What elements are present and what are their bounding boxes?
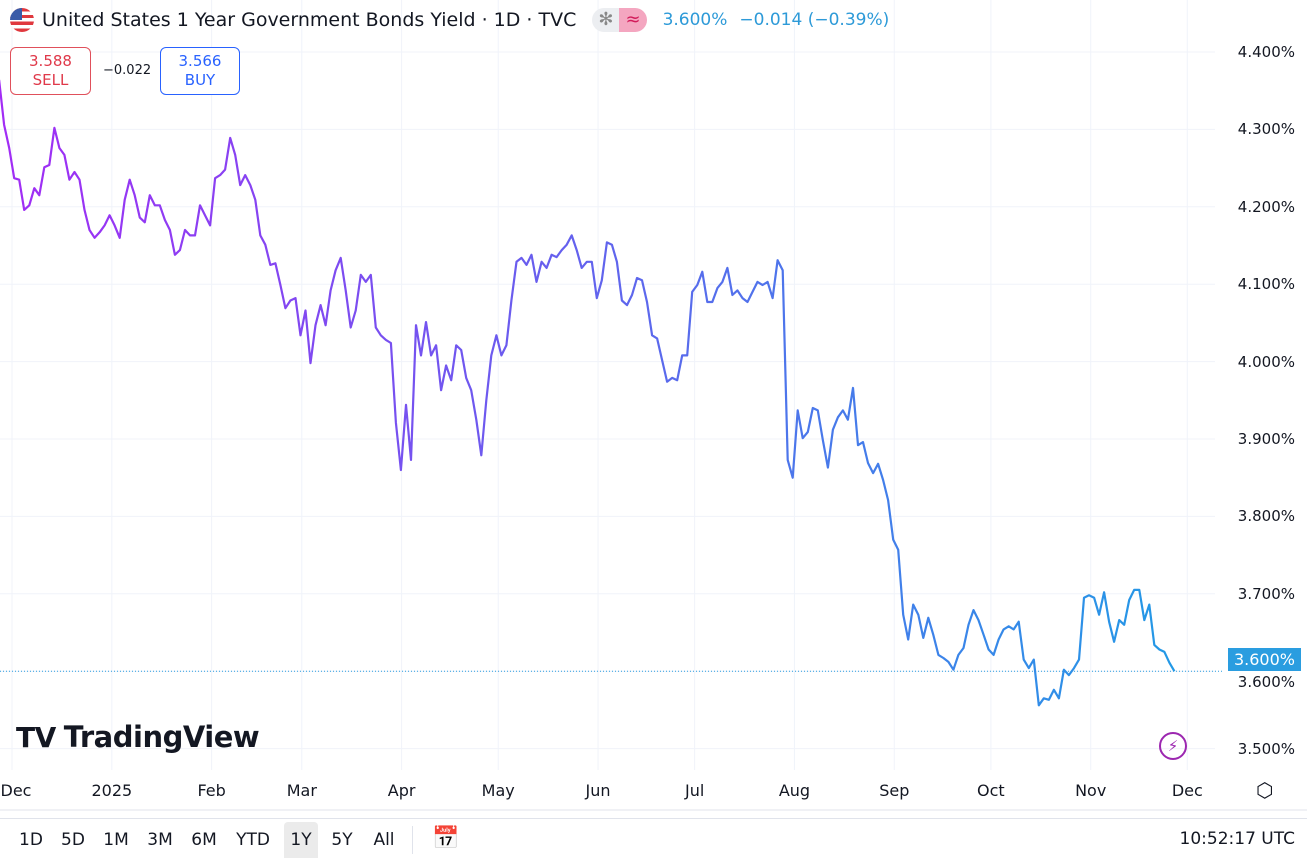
symbol-title[interactable]: United States 1 Year Government Bonds Yi… <box>42 9 577 31</box>
range-button-ytd[interactable]: YTD <box>236 830 270 850</box>
x-tick-label: Apr <box>387 781 416 800</box>
y-tick-label: 3.500% <box>1237 739 1295 758</box>
buy-label: BUY <box>184 71 216 89</box>
range-button-1d[interactable]: 1D <box>19 830 43 850</box>
x-tick-label: Mar <box>286 781 317 800</box>
y-tick-label: 3.600% <box>1237 673 1295 692</box>
range-button-5d[interactable]: 5D <box>61 830 85 850</box>
bottom-toolbar <box>0 818 1307 859</box>
yield-series-line <box>0 79 1176 707</box>
y-tick-label: 4.400% <box>1237 43 1295 61</box>
x-tick-label: Feb <box>197 781 226 800</box>
x-tick-label: Nov <box>1075 781 1107 800</box>
y-tick-label: 3.700% <box>1237 584 1295 603</box>
y-tick-label: 4.300% <box>1237 120 1295 139</box>
calendar-goto-icon[interactable]: 📅 <box>432 826 460 851</box>
y-tick-label: 4.000% <box>1237 352 1295 371</box>
range-button-3m[interactable]: 3M <box>147 830 173 850</box>
market-closed-badge[interactable]: ✻ <box>592 8 620 32</box>
last-price-tag: 3.600% <box>1228 648 1301 671</box>
x-tick-label: Jun <box>585 781 611 800</box>
y-tick-label: 3.900% <box>1237 430 1295 448</box>
lightning-icon[interactable]: ⚡ <box>1159 732 1187 760</box>
sell-price: 3.588 <box>29 52 72 70</box>
toolbar-divider <box>412 826 413 854</box>
settings-icon[interactable]: ⬡ <box>1256 778 1274 802</box>
x-tick-label: Jul <box>684 781 705 800</box>
x-tick-label: Aug <box>778 781 811 800</box>
tradingview-mark-icon: TV <box>16 720 56 754</box>
x-tick-label: Sep <box>879 781 910 800</box>
y-tick-label: 4.100% <box>1237 275 1295 294</box>
x-tick-label: Oct <box>977 781 1005 800</box>
tradingview-logo[interactable]: TV TradingView <box>16 720 260 754</box>
sell-button[interactable]: 3.588 SELL <box>10 47 91 95</box>
range-button-1y[interactable]: 1Y <box>284 822 318 858</box>
logo-text: TradingView <box>63 720 260 754</box>
price-change: −0.014 (−0.39%) <box>739 10 890 30</box>
range-button-5y[interactable]: 5Y <box>331 830 353 850</box>
x-tick-label: May <box>481 781 515 800</box>
y-tick-label: 3.800% <box>1237 507 1295 526</box>
buy-price: 3.566 <box>178 52 222 70</box>
range-button-all[interactable]: All <box>373 830 395 850</box>
sell-label: SELL <box>32 71 69 89</box>
utc-clock[interactable]: 10:52:17 UTC <box>1179 829 1295 849</box>
range-button-6m[interactable]: 6M <box>191 830 217 850</box>
price-chart[interactable] <box>0 0 1307 818</box>
last-price: 3.600% <box>662 10 728 30</box>
us-flag-icon <box>10 8 34 32</box>
x-tick-label: Dec <box>0 781 32 800</box>
spread: −0.022 <box>103 63 152 78</box>
badges: ✻ ≈ <box>592 8 647 32</box>
delayed-data-badge[interactable]: ≈ <box>619 8 647 32</box>
range-button-1m[interactable]: 1M <box>103 830 129 850</box>
chart-header: United States 1 Year Government Bonds Yi… <box>10 8 889 32</box>
buy-button[interactable]: 3.566 BUY <box>160 47 240 95</box>
x-tick-label: Dec <box>1171 781 1203 800</box>
y-tick-label: 4.200% <box>1237 197 1295 216</box>
x-tick-label: 2025 <box>91 781 133 800</box>
